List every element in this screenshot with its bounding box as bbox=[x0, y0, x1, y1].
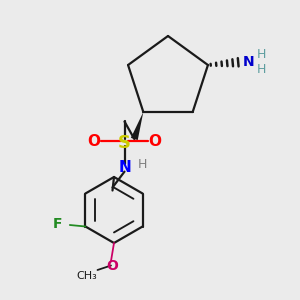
Text: O: O bbox=[87, 134, 101, 148]
Text: S: S bbox=[118, 134, 131, 152]
Text: CH₃: CH₃ bbox=[76, 271, 98, 281]
Text: O: O bbox=[148, 134, 162, 148]
Text: N: N bbox=[243, 55, 254, 69]
Text: N: N bbox=[118, 160, 131, 175]
Text: H: H bbox=[138, 158, 147, 172]
Polygon shape bbox=[131, 112, 143, 140]
Text: H: H bbox=[257, 48, 266, 61]
Text: F: F bbox=[53, 217, 63, 231]
Text: H: H bbox=[257, 63, 266, 76]
Text: O: O bbox=[106, 259, 119, 272]
